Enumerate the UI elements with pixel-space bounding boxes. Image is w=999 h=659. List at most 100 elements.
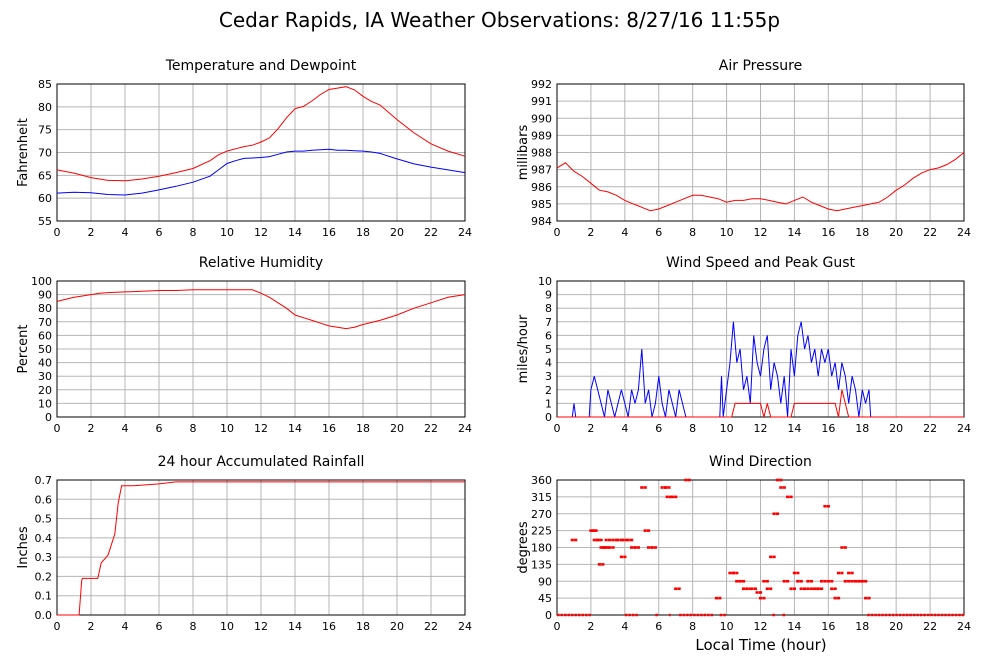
direction-point: [786, 579, 790, 583]
x-tick-label: 16: [322, 620, 336, 633]
direction-point: [607, 546, 612, 549]
direction-point: [799, 579, 803, 583]
x-tick-label: 18: [855, 620, 869, 633]
direction-point: [857, 579, 861, 583]
direction-point: [677, 587, 681, 591]
x-tick-label: 24: [957, 620, 971, 633]
direction-point: [762, 596, 766, 600]
x-tick-label: 20: [390, 226, 404, 239]
x-tick-label: 18: [356, 226, 370, 239]
direction-point: [741, 579, 746, 583]
direction-point: [636, 546, 641, 549]
direction-point: [643, 529, 647, 532]
x-tick-label: 0: [554, 422, 561, 435]
direction-point: [616, 538, 620, 542]
x-tick-label: 8: [689, 422, 696, 435]
chart-title: Temperature and Dewpoint: [165, 58, 357, 74]
x-tick-label: 16: [821, 620, 835, 633]
direction-point: [596, 538, 600, 542]
direction-point: [665, 495, 669, 499]
chart-title: Wind Direction: [709, 454, 812, 470]
y-tick-label: 360: [531, 474, 552, 487]
page-title: Cedar Rapids, IA Weather Observations: 8…: [218, 8, 781, 32]
y-tick-label: 991: [531, 95, 552, 108]
direction-point: [850, 571, 854, 575]
direction-point: [653, 546, 657, 549]
direction-point: [674, 587, 678, 591]
direction-point: [796, 571, 800, 575]
direction-point: [830, 587, 834, 591]
x-tick-label: 24: [458, 422, 472, 435]
y-tick-label: 0.4: [35, 532, 53, 545]
x-tick-label: 14: [288, 226, 302, 239]
direction-point: [867, 596, 871, 600]
x-tick-label: 16: [821, 422, 835, 435]
x-tick-label: 20: [390, 422, 404, 435]
series-line-2: [56, 148, 466, 196]
direction-point: [765, 587, 769, 591]
plot-frame: [556, 479, 965, 616]
plot-frame: [56, 479, 466, 616]
direction-point: [864, 596, 868, 600]
x-axis-title: Local Time (hour): [695, 636, 826, 654]
direction-point: [775, 512, 780, 516]
direction-point: [687, 478, 691, 482]
y-tick-label: 992: [531, 78, 552, 91]
direction-point: [626, 538, 630, 542]
x-tick-label: 2: [587, 226, 594, 239]
direction-point: [663, 486, 668, 489]
x-tick-label: 20: [889, 422, 903, 435]
x-tick-label: 18: [855, 226, 869, 239]
x-tick-label: 12: [254, 226, 268, 239]
direction-point: [660, 486, 664, 489]
y-tick-label: 0.1: [35, 590, 53, 603]
direction-point: [718, 596, 722, 600]
direction-point: [592, 529, 596, 532]
direction-point: [792, 587, 797, 591]
y-tick-label: 55: [38, 215, 52, 228]
direction-point: [823, 579, 827, 583]
direction-point: [769, 555, 773, 559]
direction-point: [840, 571, 844, 575]
direction-point: [833, 596, 837, 600]
direction-point: [619, 538, 624, 542]
y-tick-label: 100: [31, 275, 52, 288]
x-tick-label: 10: [220, 620, 234, 633]
direction-point: [860, 579, 864, 583]
direction-point: [646, 529, 651, 532]
direction-point: [796, 579, 800, 583]
x-tick-label: 4: [621, 422, 628, 435]
direction-point: [602, 546, 607, 549]
x-tick-label: 12: [754, 620, 768, 633]
direction-point: [604, 538, 608, 542]
direction-point: [601, 546, 605, 549]
series-line-1: [56, 86, 466, 182]
y-tick-label: 2: [545, 384, 552, 397]
y-tick-label: 5: [545, 343, 552, 356]
direction-point: [843, 579, 847, 583]
y-tick-label: 65: [38, 169, 52, 182]
x-tick-label: 24: [458, 620, 472, 633]
direction-point: [611, 546, 615, 549]
direction-point: [592, 538, 596, 542]
y-axis-title: Percent: [16, 325, 31, 374]
x-tick-label: 0: [54, 422, 61, 435]
y-tick-label: 315: [531, 491, 552, 504]
y-tick-label: 986: [531, 181, 552, 194]
direction-point: [850, 579, 854, 583]
direction-point: [574, 538, 578, 542]
direction-point: [779, 486, 783, 489]
chart-title: Wind Speed and Peak Gust: [666, 255, 855, 271]
y-tick-label: 20: [38, 384, 52, 397]
series-line-1: [57, 481, 465, 616]
x-tick-label: 4: [122, 620, 129, 633]
direction-point: [772, 512, 776, 516]
direction-point: [836, 571, 841, 575]
x-tick-label: 8: [190, 620, 197, 633]
direction-point: [731, 571, 735, 575]
direction-point: [738, 579, 742, 583]
y-tick-label: 90: [38, 289, 52, 302]
direction-point: [782, 486, 786, 489]
x-tick-label: 4: [122, 226, 129, 239]
